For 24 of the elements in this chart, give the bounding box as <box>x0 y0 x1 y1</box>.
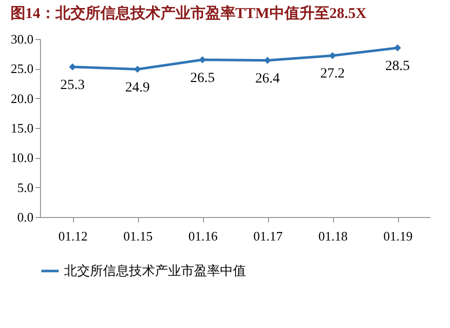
chart-title: 图14：北交所信息技术产业市盈率TTM中值升至28.5X <box>10 4 367 22</box>
y-tick-label: 30.0 <box>10 32 34 46</box>
x-tick-label: 01.19 <box>383 228 413 244</box>
y-tick-label: 15.0 <box>10 120 34 136</box>
data-label: 27.2 <box>320 66 345 82</box>
point <box>394 44 402 52</box>
x-tick-label: 01.18 <box>318 228 348 244</box>
y-tick-label: 20.0 <box>10 90 34 106</box>
y-tick-label: 5.0 <box>17 180 34 195</box>
data-label: 25.3 <box>60 78 85 93</box>
y-tick-label: 10.0 <box>10 150 34 166</box>
x-tick-label: 01.16 <box>188 228 218 244</box>
x-tick-label: 01.12 <box>58 228 88 244</box>
data-label: 24.9 <box>125 80 150 96</box>
point <box>328 52 336 60</box>
data-label: 26.4 <box>255 71 280 86</box>
x-tick-label: 01.17 <box>253 228 284 244</box>
x-tick-label: 01.15 <box>123 228 153 244</box>
point <box>134 66 142 73</box>
data-label: 28.5 <box>385 58 410 74</box>
y-tick-label: 0.0 <box>17 210 34 224</box>
data-label: 26.5 <box>190 70 215 86</box>
y-tick-label: 25.0 <box>10 61 34 76</box>
legend-label: 北交所信息技术产业市盈率中值 <box>64 263 246 278</box>
